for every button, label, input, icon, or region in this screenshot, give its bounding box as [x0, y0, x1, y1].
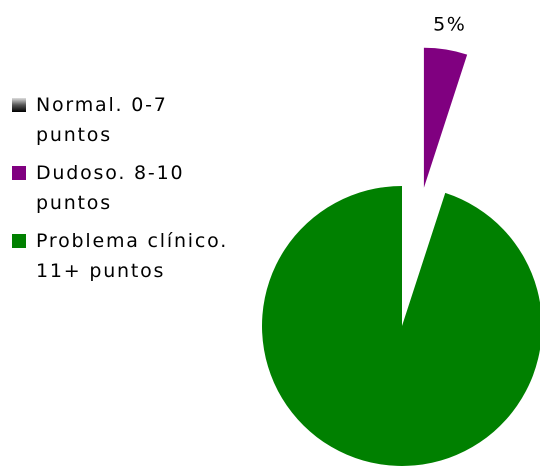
data-label: 5% [433, 13, 466, 35]
legend-item: Dudoso. 8-10 puntos [12, 158, 244, 218]
legend-label: Problema clínico. 11+ puntos [36, 230, 229, 282]
pie-slice [423, 47, 468, 188]
legend-label: Normal. 0-7 puntos [36, 94, 168, 146]
legend-swatch [12, 98, 26, 112]
legend-item: Normal. 0-7 puntos [12, 90, 244, 150]
legend-item: Problema clínico. 11+ puntos [12, 226, 244, 286]
legend-label: Dudoso. 8-10 puntos [36, 162, 185, 214]
legend: Normal. 0-7 puntos Dudoso. 8-10 puntos Pro… [12, 90, 244, 294]
legend-swatch [12, 234, 26, 248]
legend-swatch [12, 166, 26, 180]
pie-slice [262, 186, 540, 466]
